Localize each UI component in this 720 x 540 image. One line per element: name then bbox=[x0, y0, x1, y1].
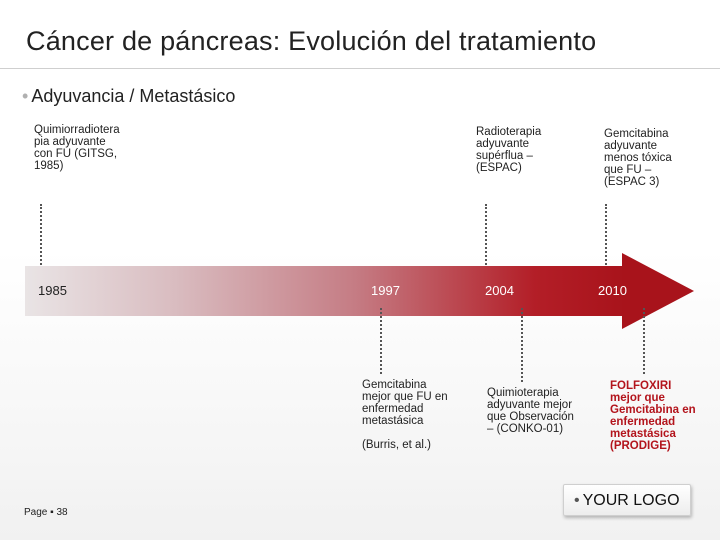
note-line: Gemcitabina bbox=[362, 379, 427, 391]
note-line: adyuvante bbox=[476, 138, 530, 150]
note-prodige: FOLFOXIRI mejor que Gemcitabina en enfer… bbox=[610, 380, 696, 452]
connector-2010-top bbox=[605, 204, 607, 268]
note-line: que FU – bbox=[604, 164, 652, 176]
note-line: (PRODIGE) bbox=[610, 440, 671, 452]
subtitle-text: Adyuvancia / Metastásico bbox=[31, 86, 236, 106]
note-line: mejor que bbox=[610, 392, 665, 404]
note-line: supérflua – bbox=[476, 150, 533, 162]
logo-placeholder: • YOUR LOGO bbox=[563, 484, 691, 516]
note-line: enfermedad bbox=[362, 403, 424, 415]
page-separator: ▪ bbox=[50, 507, 54, 518]
logo-text: YOUR LOGO bbox=[582, 492, 680, 509]
note-reference: (Burris, et al.) bbox=[362, 439, 432, 451]
year-2010: 2010 bbox=[598, 283, 627, 298]
note-line: adyuvante bbox=[604, 140, 658, 152]
note-line: (ESPAC) bbox=[476, 162, 522, 174]
connector-1985 bbox=[40, 204, 42, 268]
connector-1997 bbox=[380, 308, 382, 374]
note-line: mejor que FU en bbox=[362, 391, 448, 403]
year-1985: 1985 bbox=[38, 283, 67, 298]
note-line: 1985) bbox=[34, 160, 64, 172]
timeline-arrow-body bbox=[25, 266, 625, 316]
note-line: Quimiorradiotera bbox=[34, 124, 120, 136]
page-number: Page ▪ 38 bbox=[24, 507, 68, 518]
note-burris: Gemcitabina mejor que FU en enfermedad m… bbox=[362, 379, 448, 451]
connector-2010-bottom bbox=[643, 308, 645, 374]
note-line: Radioterapia bbox=[476, 126, 542, 138]
note-line: (ESPAC 3) bbox=[604, 176, 660, 188]
note-line: Gemcitabina bbox=[604, 128, 669, 140]
note-line: metastásica bbox=[362, 415, 424, 427]
timeline-arrow-head bbox=[622, 253, 694, 329]
connector-2004-top bbox=[485, 204, 487, 268]
title-divider bbox=[0, 68, 720, 69]
note-line: menos tóxica bbox=[604, 152, 672, 164]
page-label: Page bbox=[24, 507, 48, 518]
connector-2004-bottom bbox=[521, 308, 523, 382]
note-line: FOLFOXIRI bbox=[610, 380, 672, 392]
note-espac3: Gemcitabina adyuvante menos tóxica que F… bbox=[604, 128, 672, 188]
note-line: adyuvante mejor bbox=[487, 399, 573, 411]
slide-title: Cáncer de páncreas: Evolución del tratam… bbox=[26, 26, 597, 56]
year-2004: 2004 bbox=[485, 283, 514, 298]
bullet-icon: • bbox=[22, 86, 29, 106]
note-line: que Observación bbox=[487, 411, 574, 423]
note-line: – (CONKO-01) bbox=[487, 423, 564, 435]
note-line: metastásica bbox=[610, 428, 676, 440]
note-espac: Radioterapia adyuvante supérflua – (ESPA… bbox=[476, 126, 541, 174]
page-value: 38 bbox=[56, 507, 68, 518]
note-line: pia adyuvante bbox=[34, 136, 106, 148]
note-conko: Quimioterapia adyuvante mejor que Observ… bbox=[487, 387, 574, 435]
note-line: Quimioterapia bbox=[487, 387, 559, 399]
subtitle: • Adyuvancia / Metastásico bbox=[22, 86, 235, 107]
note-line: Gemcitabina en bbox=[610, 404, 696, 416]
note-line: enfermedad bbox=[610, 416, 676, 428]
note-gitsg: Quimiorradiotera pia adyuvante con FU (G… bbox=[34, 124, 120, 172]
note-line: con FU (GITSG, bbox=[34, 148, 118, 160]
bullet-icon: • bbox=[574, 492, 580, 509]
year-1997: 1997 bbox=[371, 283, 400, 298]
